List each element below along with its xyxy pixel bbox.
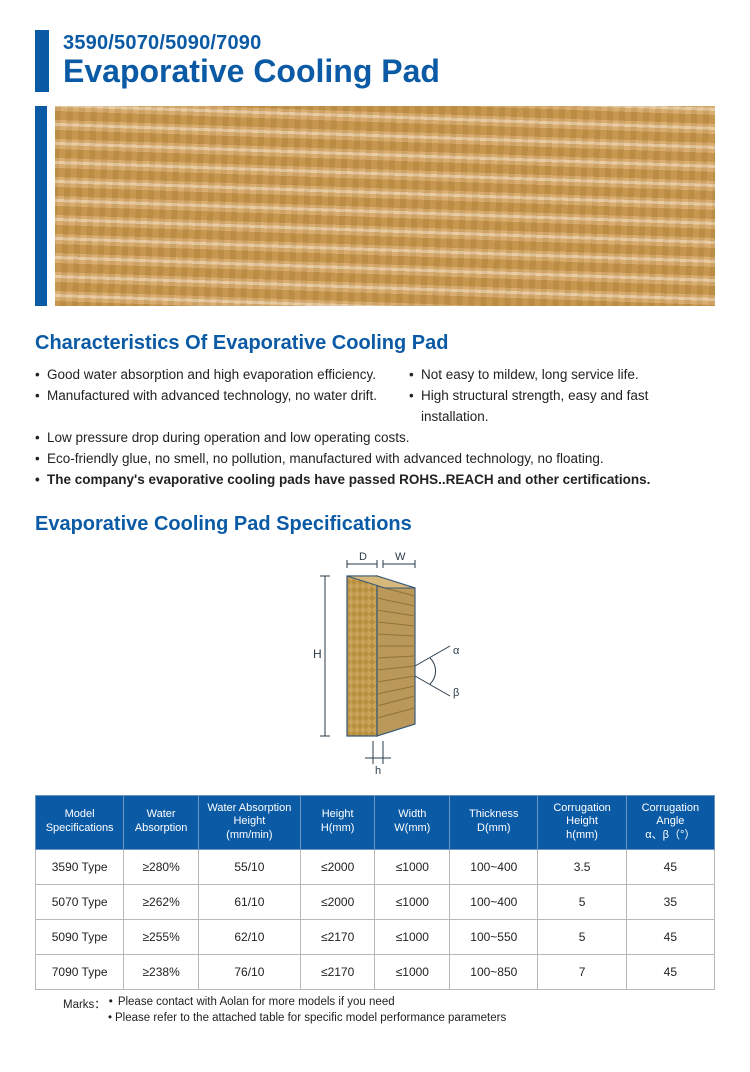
title-block: 3590/5070/5090/7090 Evaporative Cooling … [35,30,715,92]
table-cell: ≤1000 [375,954,450,989]
title-accent-bar [35,30,49,92]
marks-block: Marks： • Please contact with Aolan for m… [35,996,715,1024]
specifications-table: ModelSpecificationsWaterAbsorptionWater … [35,795,715,990]
table-cell: 5070 Type [36,884,124,919]
table-cell: 3.5 [538,849,626,884]
pad-diagram-svg: D W H [255,546,495,776]
table-cell: 61/10 [198,884,300,919]
table-cell: 45 [626,849,714,884]
table-cell: 100~400 [450,849,538,884]
table-cell: 3590 Type [36,849,124,884]
table-header-cell: ThicknessD(mm) [450,795,538,849]
table-header-cell: CorrugationAngleα、β（°） [626,795,714,849]
product-photo [55,106,715,306]
characteristics-heading: Characteristics Of Evaporative Cooling P… [35,332,715,355]
table-header-cell: ModelSpecifications [36,795,124,849]
table-cell: 100~550 [450,919,538,954]
table-cell: 76/10 [198,954,300,989]
table-cell: 55/10 [198,849,300,884]
table-cell: 62/10 [198,919,300,954]
table-cell: 45 [626,954,714,989]
table-cell: ≤2000 [300,849,375,884]
table-cell: 45 [626,919,714,954]
table-cell: 5 [538,884,626,919]
table-cell: ≤2170 [300,954,375,989]
marks-label: Marks： [63,996,106,1012]
marks-item: Please contact with Aolan for more model… [118,996,395,1012]
label-beta: β [453,687,459,699]
specifications-heading: Evaporative Cooling Pad Specifications [35,513,715,536]
table-cell: ≥280% [124,849,199,884]
table-cell: 7090 Type [36,954,124,989]
table-row: 5090 Type≥255%62/10≤2170≤1000100~550545 [36,919,715,954]
char-item: Good water absorption and high evaporati… [35,365,409,386]
table-row: 7090 Type≥238%76/10≤2170≤1000100~850745 [36,954,715,989]
title-texts: 3590/5070/5090/7090 Evaporative Cooling … [63,30,440,89]
model-codes: 3590/5070/5090/7090 [63,32,440,55]
char-item-certifications: The company's evaporative cooling pads h… [35,470,715,491]
table-cell: ≥262% [124,884,199,919]
label-h: h [375,765,381,776]
table-cell: ≤2000 [300,884,375,919]
table-cell: 5 [538,919,626,954]
table-cell: ≤1000 [375,884,450,919]
table-header-cell: Water AbsorptionHeight(mm/min) [198,795,300,849]
table-header-cell: HeightH(mm) [300,795,375,849]
marks-item: Please refer to the attached table for s… [115,1012,506,1024]
table-header-cell: WidthW(mm) [375,795,450,849]
table-cell: ≤1000 [375,919,450,954]
char-item: Eco-friendly glue, no smell, no pollutio… [35,449,715,470]
char-item: Not easy to mildew, long service life. [409,365,715,386]
table-cell: ≤1000 [375,849,450,884]
page: 3590/5070/5090/7090 Evaporative Cooling … [0,0,750,1054]
dimension-diagram: D W H [35,546,715,781]
char-item: Manufactured with advanced technology, n… [35,386,409,407]
table-cell: ≤2170 [300,919,375,954]
hero-accent-bar [35,106,47,306]
label-W: W [395,551,406,563]
table-cell: ≥238% [124,954,199,989]
characteristics-list: Good water absorption and high evaporati… [35,365,715,491]
table-cell: 100~400 [450,884,538,919]
table-cell: 100~850 [450,954,538,989]
page-title: Evaporative Cooling Pad [63,55,440,89]
table-cell: 5090 Type [36,919,124,954]
label-D: D [359,551,367,563]
table-row: 5070 Type≥262%61/10≤2000≤1000100~400535 [36,884,715,919]
table-cell: 7 [538,954,626,989]
table-header-row: ModelSpecificationsWaterAbsorptionWater … [36,795,715,849]
hero-row [35,106,715,306]
label-H: H [313,647,322,661]
label-alpha: α [453,645,460,657]
table-cell: ≥255% [124,919,199,954]
char-item: Low pressure drop during operation and l… [35,428,715,449]
table-cell: 35 [626,884,714,919]
table-header-cell: WaterAbsorption [124,795,199,849]
table-header-cell: CorrugationHeighth(mm) [538,795,626,849]
table-row: 3590 Type≥280%55/10≤2000≤1000100~4003.54… [36,849,715,884]
char-item: High structural strength, easy and fast … [409,386,715,428]
